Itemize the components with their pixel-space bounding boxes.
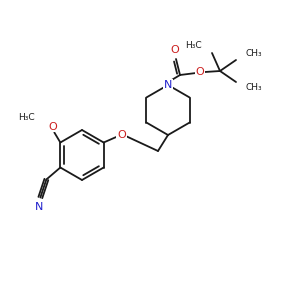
Text: N: N bbox=[164, 80, 172, 90]
Text: H₃C: H₃C bbox=[185, 40, 202, 50]
Text: N: N bbox=[35, 202, 44, 212]
Text: CH₃: CH₃ bbox=[246, 83, 262, 92]
Text: O: O bbox=[196, 67, 204, 77]
Text: O: O bbox=[171, 45, 179, 55]
Text: O: O bbox=[48, 122, 57, 131]
Text: CH₃: CH₃ bbox=[246, 50, 262, 58]
Text: H₃C: H₃C bbox=[18, 113, 34, 122]
Text: O: O bbox=[117, 130, 126, 140]
